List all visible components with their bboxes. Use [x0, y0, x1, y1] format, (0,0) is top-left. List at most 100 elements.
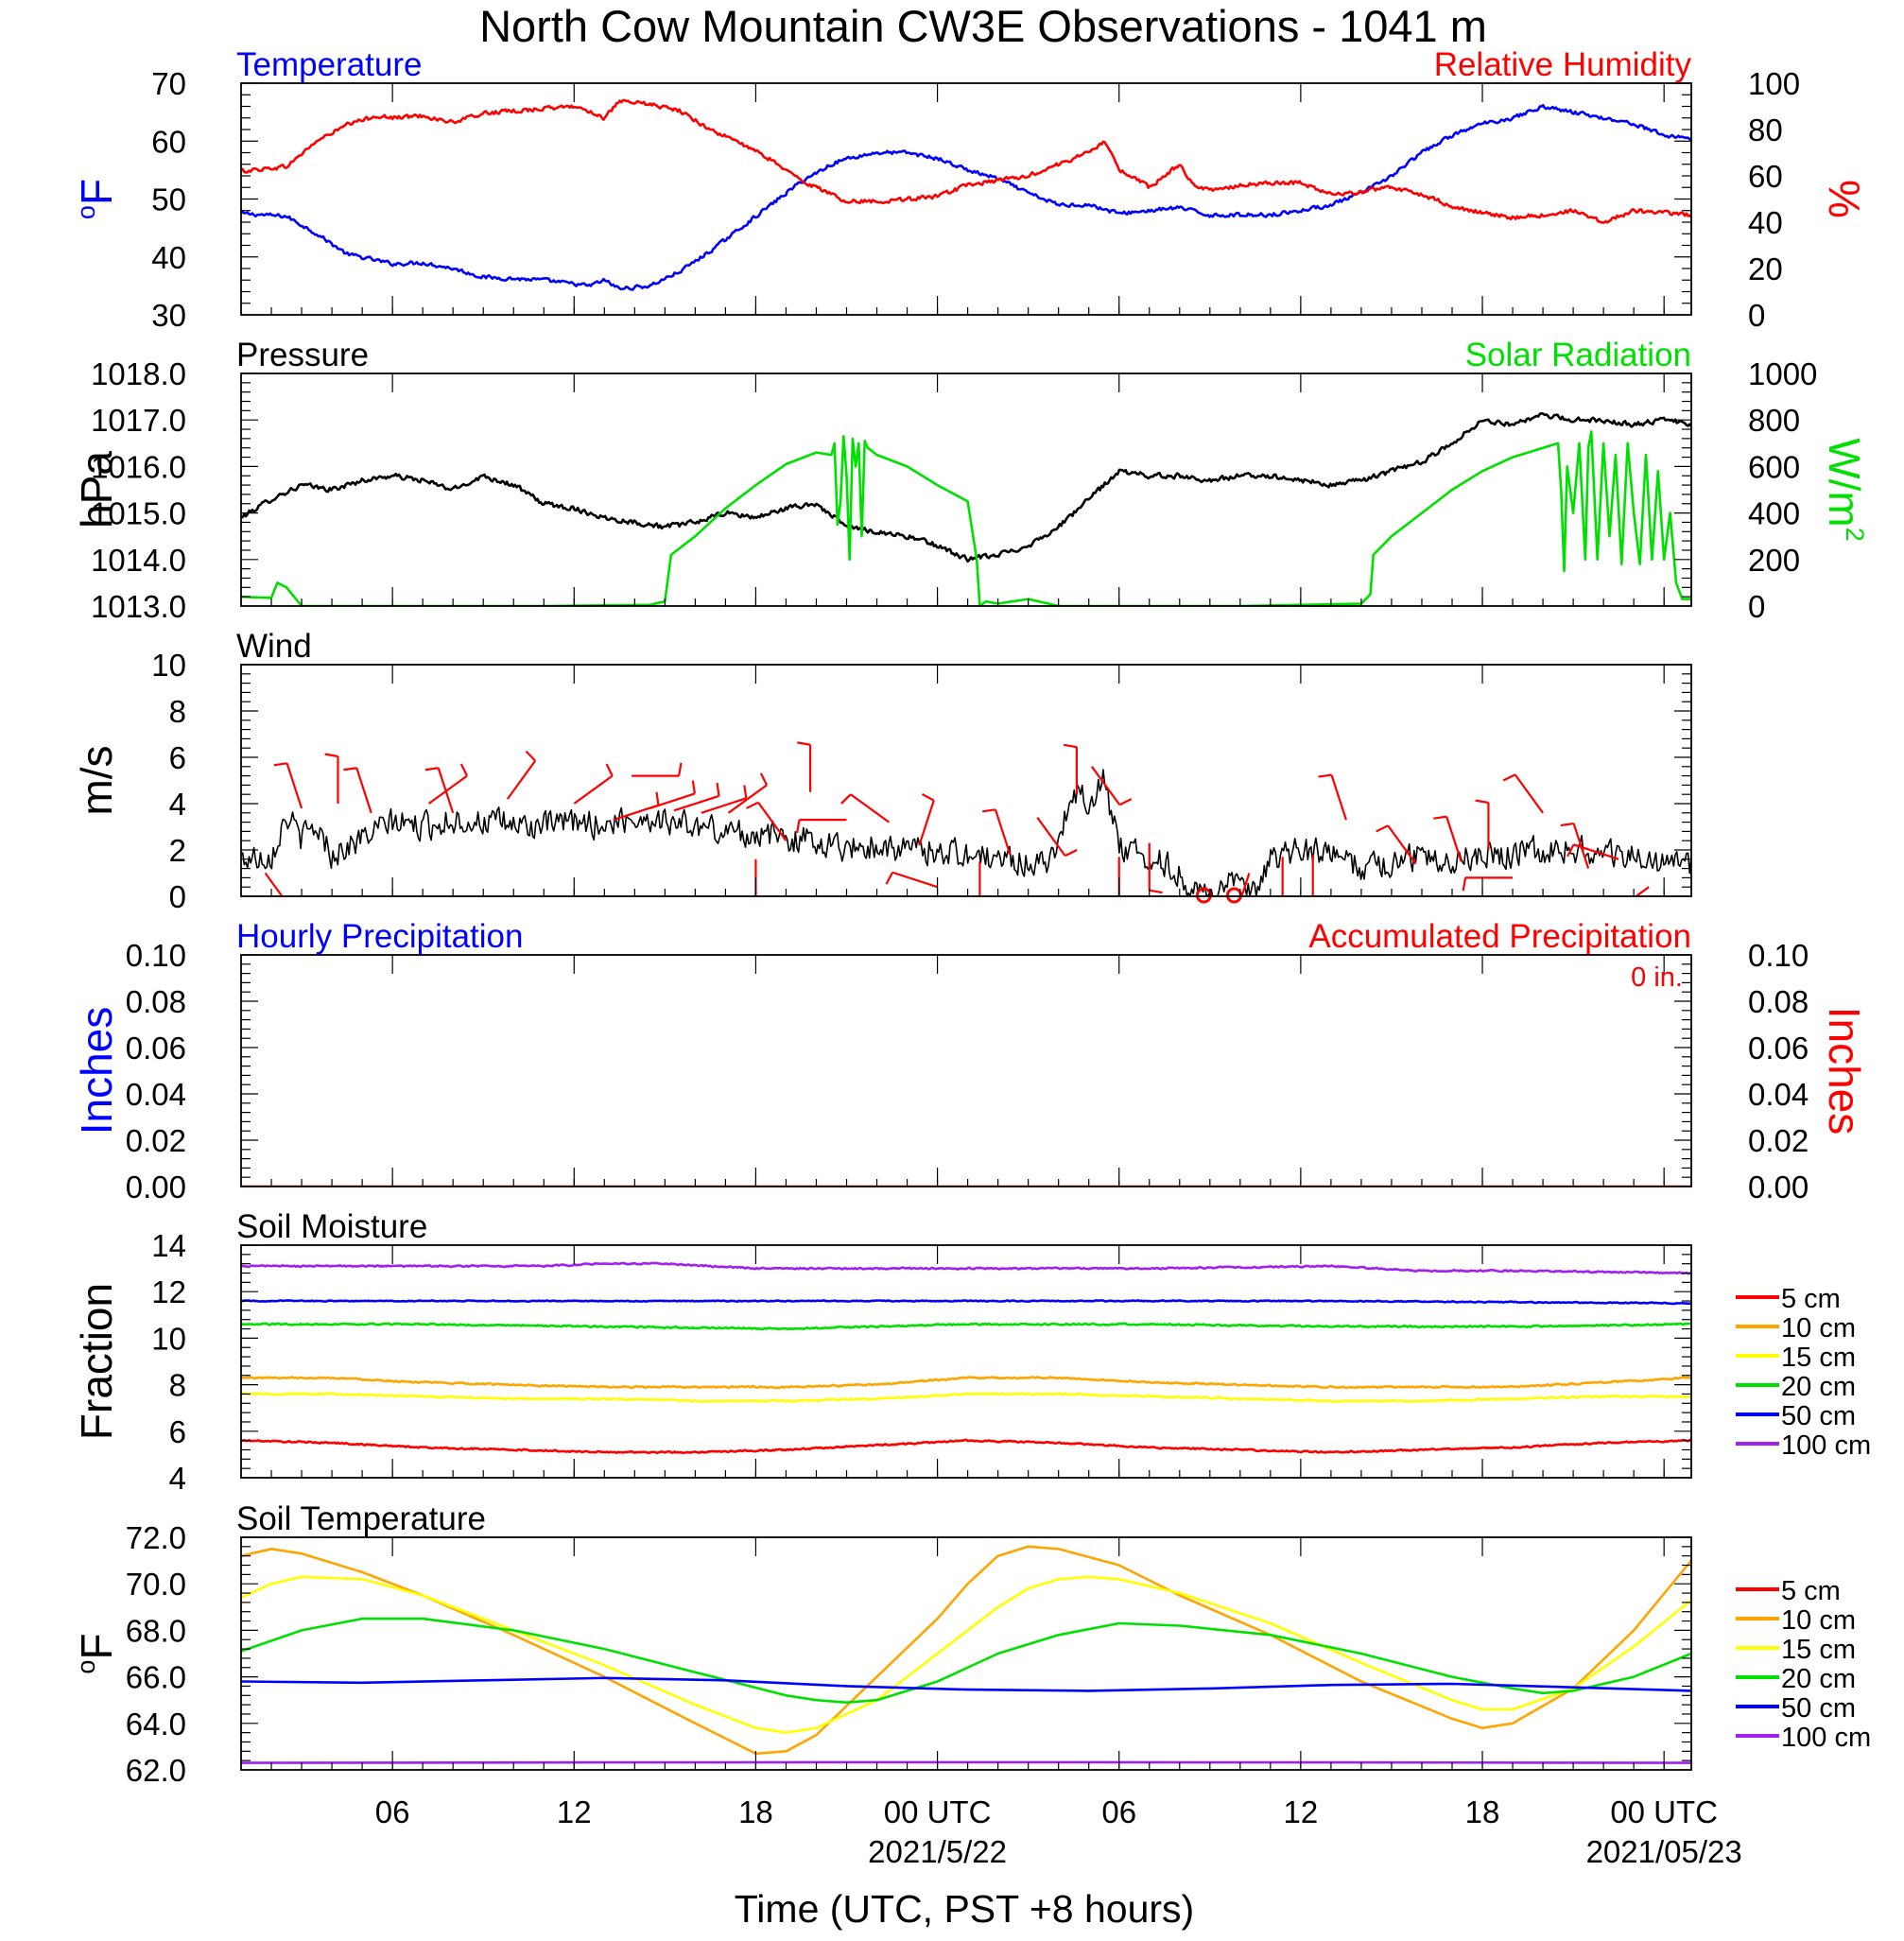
y-tick-label: 60 [151, 124, 186, 159]
calm-wind-marker [1225, 887, 1242, 904]
legend-label: 15 cm [1781, 1343, 1856, 1373]
y2-tick-label: 400 [1748, 496, 1800, 531]
y2-tick-label: 0.08 [1748, 984, 1809, 1019]
x-tick-label: 00 UTC [884, 1794, 992, 1829]
wind-barb [1281, 857, 1284, 896]
wind-barb [427, 763, 468, 805]
wind-barb [424, 767, 455, 814]
y-tick-label: 0 [169, 879, 186, 914]
plot-frame [240, 1536, 1692, 1771]
x-tick-label: 06 [375, 1794, 410, 1829]
y2-tick-label: 100 [1748, 66, 1800, 101]
y-tick-label: 10 [151, 648, 186, 683]
y-tick-label: 66.0 [126, 1660, 186, 1695]
tick-marks [241, 954, 1691, 1187]
y2-axis-label: W/m2 [1820, 438, 1869, 542]
series-line-100-cm [241, 1760, 1691, 1764]
y-tick-label: 0.02 [126, 1123, 186, 1158]
legend-label: 100 cm [1781, 1430, 1871, 1461]
y-axis-label: m/s [72, 745, 121, 815]
y-tick-label: 1013.0 [91, 589, 186, 624]
y2-tick-label: 0.00 [1748, 1170, 1809, 1204]
y-tick-label: 0.04 [126, 1077, 186, 1112]
y2-tick-label: 0.04 [1748, 1077, 1809, 1112]
plot-frame [240, 954, 1692, 1187]
panel-temp_rh: 70 60 50 40 30 100 80 60 40 20 0 Temperature Relativ… [72, 46, 1869, 333]
tick-marks [241, 82, 1691, 315]
y2-tick-label: 800 [1748, 403, 1800, 438]
y-tick-label: 8 [169, 694, 186, 729]
y-axis-label: Fraction [72, 1283, 121, 1440]
legend-label: 10 cm [1781, 1605, 1856, 1636]
y-tick-label: 30 [151, 298, 186, 333]
series-line-black [241, 769, 1691, 896]
legend-label: 100 cm [1781, 1723, 1871, 1753]
y-tick-label: 68.0 [126, 1613, 186, 1648]
y-tick-label: 2 [169, 833, 186, 868]
y-tick-label: 1014.0 [91, 543, 186, 578]
wind-barb [264, 872, 284, 896]
precip-total-annotation: 0 in. [1631, 962, 1683, 993]
wind-barb [573, 763, 614, 805]
y-axis-label: hPa [72, 451, 121, 529]
y2-axis-label: Inches [1820, 1007, 1869, 1135]
y-tick-label: 40 [151, 240, 186, 275]
x-axis-label: Time (UTC, PST +8 hours) [735, 1887, 1194, 1931]
wind-barb [1502, 773, 1544, 814]
panel-title-left: Pressure [236, 337, 369, 373]
y2-tick-label: 80 [1748, 113, 1783, 147]
y-tick-label: 1018.0 [91, 356, 186, 391]
wind-barb [1036, 817, 1078, 858]
wind-barb [797, 741, 812, 792]
legend-label: 10 cm [1781, 1313, 1856, 1343]
wind-barb [1091, 766, 1133, 806]
legend-label: 50 cm [1781, 1693, 1856, 1724]
series-line-100-cm [241, 1261, 1691, 1275]
y-axis-label: oF [72, 179, 121, 219]
wind-barb [673, 782, 720, 812]
wind-barb [1376, 824, 1417, 865]
wind-barb [701, 785, 748, 814]
wind-barb [727, 772, 769, 814]
y-tick-label: 1015.0 [91, 496, 186, 531]
wind-barb [978, 861, 981, 896]
legend-label: 5 cm [1781, 1576, 1841, 1606]
y-tick-label: 12 [151, 1274, 186, 1309]
chart-title: North Cow Mountain CW3E Observations - 1… [479, 1, 1487, 51]
series-line-5-cm [241, 1438, 1691, 1455]
x-tick-label: 00 UTC [1610, 1794, 1718, 1829]
wind-barb [746, 801, 788, 841]
y-tick-label: 0.10 [126, 938, 186, 973]
tick-marks [241, 664, 1691, 896]
tick-marks [241, 1244, 1691, 1478]
y2-tick-label: 20 [1748, 251, 1783, 286]
y-tick-label: 0.06 [126, 1031, 186, 1066]
panel-pressure_solar: 1018.0 1017.0 1016.0 1015.0 1014.0 1013.0 1000… [72, 337, 1869, 624]
y2-tick-label: 40 [1748, 205, 1783, 240]
wind-barb [1311, 854, 1314, 896]
panel-title-right: Relative Humidity [1434, 46, 1692, 83]
y-tick-label: 64.0 [126, 1707, 186, 1742]
wind-barb [1433, 815, 1463, 862]
wind-barb [273, 762, 303, 809]
wind-barb [796, 819, 847, 834]
x-axis: 06 12 18 00 UTC 2021/5/22 06 12 18 00 UTC 2021/05… [375, 1794, 1742, 1869]
y2-tick-label: 1000 [1748, 356, 1817, 391]
wind-barb [343, 767, 372, 814]
x-tick-date-label: 2021/5/22 [868, 1834, 1007, 1869]
y2-tick-label: 0.02 [1748, 1123, 1809, 1158]
series-line-red [241, 98, 1691, 224]
series-line-20-cm [241, 1322, 1691, 1331]
wind-barb [649, 780, 696, 809]
wind-barb [1240, 873, 1251, 896]
x-tick-label: 18 [1465, 1794, 1500, 1829]
wind-barb [506, 750, 537, 800]
y2-tick-label: 0.10 [1748, 938, 1809, 973]
y-tick-label: 6 [169, 740, 186, 775]
y-tick-label: 8 [169, 1368, 186, 1403]
y-tick-label: 72.0 [126, 1520, 186, 1555]
wind-barb [613, 791, 660, 822]
